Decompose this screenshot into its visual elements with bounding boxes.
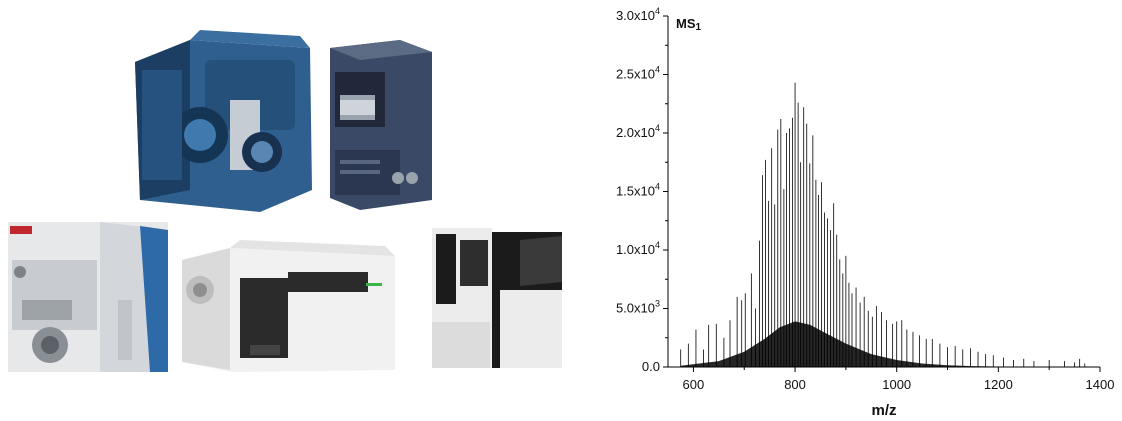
spectrum-label: MS1 [676, 16, 702, 33]
y-tick-label: 2.5x104 [616, 65, 660, 82]
y-tick-label: 1.0x104 [616, 240, 660, 257]
instrument-photo-collage [8, 28, 565, 372]
x-tick-label: 600 [683, 377, 705, 392]
x-tick-label: 800 [784, 377, 806, 392]
y-axis-ticks: 0.0 5.0x103 1.0x104 1.5x104 2.0x104 2.5x104 3.… [616, 6, 668, 374]
instrument-photos [8, 28, 565, 372]
y-tick-label: 1.5x104 [616, 182, 660, 199]
x-axis-ticks: 600 800 1000 1200 1400 [683, 367, 1115, 392]
x-tick-label: 1000 [882, 377, 911, 392]
spectrum-plot: 0.0 5.0x103 1.0x104 1.5x104 2.0x104 2.5x104 3.… [616, 6, 1115, 419]
spectrum-series [680, 82, 1086, 367]
x-tick-label: 1200 [984, 377, 1013, 392]
thermo-ms-instrument [8, 222, 168, 372]
agilent-ms-instrument [182, 240, 395, 372]
y-tick-label: 5.0x103 [616, 299, 660, 316]
x-axis-title: m/z [871, 402, 896, 419]
y-tick-label: 3.0x104 [616, 6, 660, 23]
y-tick-label: 2.0x104 [616, 123, 660, 140]
triple-quadrupole-ms-instrument [135, 30, 312, 212]
spectrum-baseline-envelope [680, 321, 1024, 367]
y-tick-label: 0.0 [642, 359, 660, 374]
shimadzu-ms-instrument [430, 222, 565, 372]
x-tick-label: 1400 [1086, 377, 1115, 392]
waters-ms-instrument [320, 28, 432, 213]
ms1-spectrum-chart: 0.0 5.0x103 1.0x104 1.5x104 2.0x104 2.5x104 3.… [600, 0, 1122, 421]
